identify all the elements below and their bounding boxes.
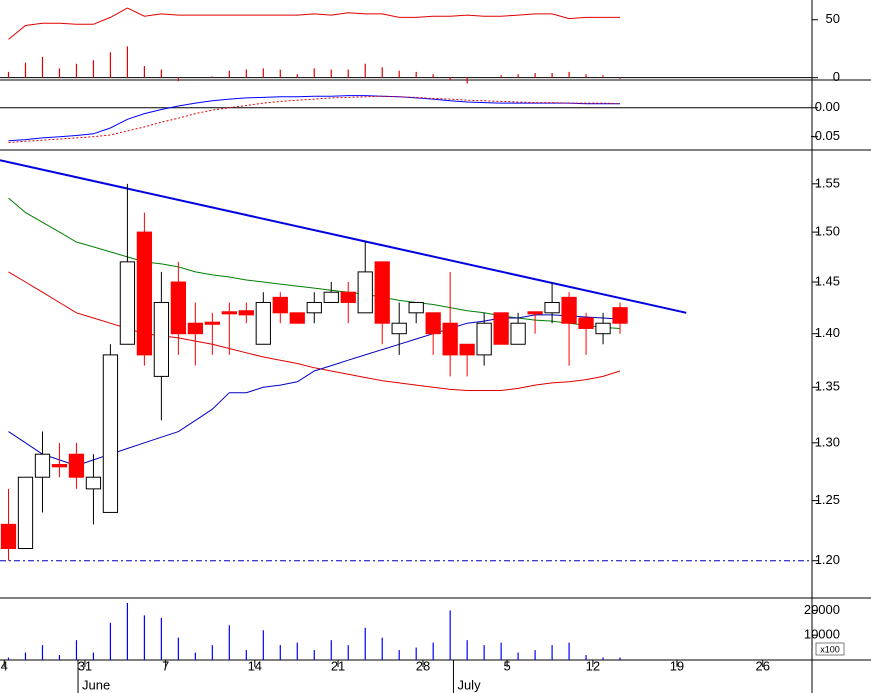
unit-box	[815, 642, 845, 656]
candle-body	[0, 523, 17, 549]
candle-body	[306, 301, 322, 314]
candle-body	[357, 271, 373, 314]
candle-body	[289, 312, 305, 324]
candle-body	[595, 322, 611, 335]
candle-body	[187, 322, 203, 335]
indicator-line	[8, 95, 621, 143]
candle-body	[561, 296, 577, 324]
candle-body	[442, 322, 458, 356]
candle-body	[340, 291, 356, 303]
y-tick-label: 1.50	[815, 224, 840, 239]
y-tick-label: 1.25	[815, 492, 840, 507]
indicator-line	[8, 95, 620, 142]
candle-body	[255, 301, 271, 345]
x-tick-label: 19	[670, 658, 684, 673]
x-tick-label: 5	[503, 658, 510, 673]
x-tick-label: 31	[78, 658, 92, 673]
candle-body	[17, 476, 34, 549]
candle-body	[578, 317, 594, 329]
candle-body	[238, 310, 254, 316]
candle-body	[391, 322, 407, 335]
candle-body	[374, 261, 390, 324]
candle-body	[51, 464, 68, 468]
candle-body	[221, 311, 237, 315]
y-tick-label: 10000	[804, 627, 840, 642]
candle-body	[204, 321, 220, 325]
candle-body	[493, 312, 509, 345]
indicator-line	[8, 7, 620, 40]
candle-body	[408, 301, 424, 314]
month-label: July	[457, 677, 481, 692]
candle-body	[153, 301, 170, 377]
month-label: June	[82, 677, 110, 692]
y-tick-label: 0.00	[815, 99, 840, 114]
y-tick-label: 1.40	[815, 325, 840, 340]
indicator-line	[8, 271, 621, 391]
candle-body	[68, 453, 85, 478]
candle-body	[85, 476, 102, 490]
y-tick-label: 1.20	[815, 552, 840, 567]
x-tick-label: 21	[331, 658, 345, 673]
trend-line	[0, 159, 687, 314]
candle-body	[612, 307, 628, 324]
y-tick-label: 50	[826, 11, 840, 26]
y-tick-label: 1.55	[815, 175, 840, 190]
candle-body	[170, 281, 187, 335]
candle-body	[119, 261, 136, 345]
x-tick-label: 12	[586, 658, 600, 673]
y-tick-label: 1.45	[815, 273, 840, 288]
y-tick-label: 0	[833, 69, 840, 84]
candle-body	[476, 322, 492, 356]
candle-body	[34, 453, 51, 478]
candle-body	[136, 231, 153, 356]
candle-body	[323, 291, 339, 303]
candle-body	[102, 354, 119, 513]
unit-label: x100	[820, 644, 840, 654]
x-tick-label: 26	[756, 658, 770, 673]
y-tick-label: -0.05	[810, 128, 840, 143]
y-tick-label: 20000	[804, 602, 840, 617]
y-tick-label: 1.35	[815, 379, 840, 394]
x-tick-label: 7	[162, 658, 169, 673]
x-tick-label: 4	[1, 658, 8, 673]
candle-body	[272, 296, 288, 314]
candle-body	[425, 312, 441, 335]
candle-body	[510, 322, 526, 345]
x-tick-label: 14	[248, 658, 262, 673]
y-tick-label: 1.30	[815, 434, 840, 449]
x-tick-label: 28	[416, 658, 430, 673]
candle-body	[459, 343, 475, 356]
candle-body	[544, 301, 560, 314]
candle-body	[527, 311, 543, 315]
